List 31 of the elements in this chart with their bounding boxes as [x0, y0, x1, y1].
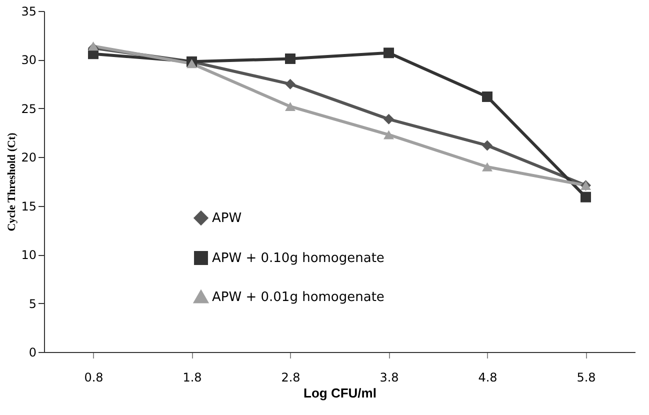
y-tick-label: 30 [21, 53, 36, 68]
x-tick-label: 4.8 [478, 370, 498, 384]
point [186, 59, 197, 68]
x-tick-label: 2.8 [281, 370, 300, 384]
point [384, 114, 394, 124]
y-tick-label: 25 [21, 102, 36, 116]
point [384, 130, 394, 140]
y-tick-label: 0 [28, 346, 36, 360]
legend-label: APW + 0.01g homogenate [212, 290, 384, 305]
point [285, 53, 296, 64]
y-axis-title: Cycle Threshold (Ct) [6, 132, 18, 232]
y-tick-label: 20 [21, 150, 36, 165]
point [580, 192, 591, 202]
x-tick-label: 1.8 [182, 370, 202, 384]
y-tick-label: 10 [21, 248, 36, 262]
point [482, 162, 492, 172]
point [482, 91, 492, 102]
x-axis-title: Log CFU/ml [304, 386, 376, 400]
y-tick-label: 15 [21, 199, 36, 214]
point [285, 78, 296, 90]
point [285, 102, 296, 112]
legend-label: APW + 0.10g homogenate [212, 251, 384, 266]
x-tick-label: 0.8 [84, 370, 104, 384]
x-tick-label: 3.8 [380, 370, 399, 384]
x-tick-label: 5.8 [576, 370, 596, 384]
y-tick-label: 5 [28, 296, 36, 311]
point [384, 48, 394, 58]
point [88, 42, 98, 51]
point [482, 140, 492, 151]
legend-label: APW [212, 211, 242, 226]
y-tick-label: 35 [21, 4, 36, 18]
